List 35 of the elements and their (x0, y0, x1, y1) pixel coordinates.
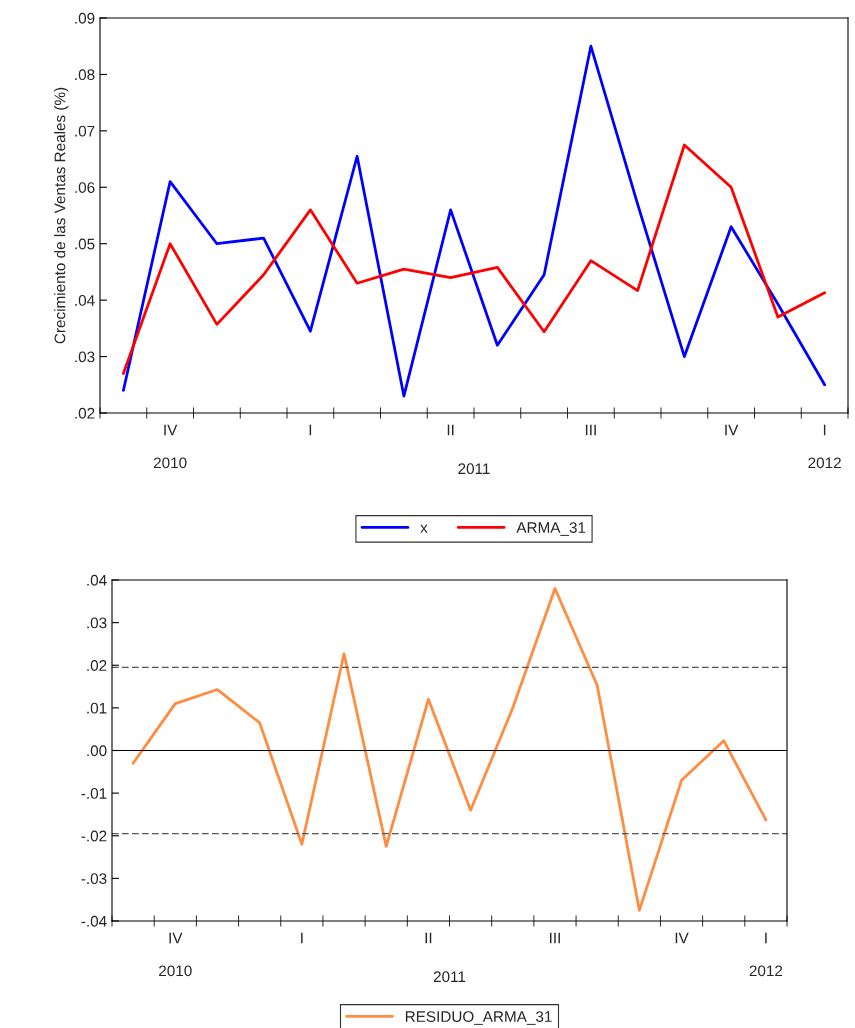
legend-label: ARMA_31 (516, 522, 586, 536)
legend-label: x (420, 524, 428, 533)
y-tick-label: -.01 (81, 787, 107, 799)
y-tick-label: .02 (75, 407, 95, 419)
category-label: I 2012 (749, 932, 783, 977)
y-tick-label: -.04 (81, 915, 107, 927)
x-tick-label: II (447, 424, 454, 436)
y-tick-label: .01 (87, 702, 107, 714)
y-tick-label: .04 (87, 574, 107, 586)
x-tick-label: II (425, 932, 432, 944)
y-tick-label: .06 (75, 182, 95, 193)
y-tick-label: .03 (75, 351, 95, 363)
y-tick-label: .08 (75, 69, 95, 81)
text: 2011 (458, 463, 490, 475)
x-tick-label: I (301, 932, 303, 944)
y-axis-title: Crecimiento de las Ventas Reales (%) (54, 87, 69, 344)
legend-label: RESIDUO_ARMA_31 (405, 1011, 552, 1025)
y-tick-label: .02 (87, 660, 107, 671)
y-tick-label: -.03 (81, 873, 107, 885)
y-tick-label: -.02 (81, 830, 107, 842)
category-label: IV 2010 (159, 932, 192, 977)
x-tick-label: III (550, 932, 560, 944)
text: 2011 (433, 971, 466, 983)
x-tick-label: I (309, 424, 312, 436)
x-tick-label: III (585, 424, 596, 436)
category-label: IV 2010 (153, 424, 187, 469)
x-tick-label: IV (675, 932, 689, 944)
category-label: I 2012 (808, 424, 841, 469)
x-tick-label: IV (725, 424, 739, 436)
y-tick-label: .00 (87, 745, 107, 757)
y-tick-label: .09 (75, 12, 95, 24)
y-tick-label: .05 (75, 238, 95, 250)
y-tick-label: .07 (75, 125, 95, 137)
y-tick-label: .04 (75, 295, 95, 306)
y-tick-label: .03 (87, 617, 107, 629)
